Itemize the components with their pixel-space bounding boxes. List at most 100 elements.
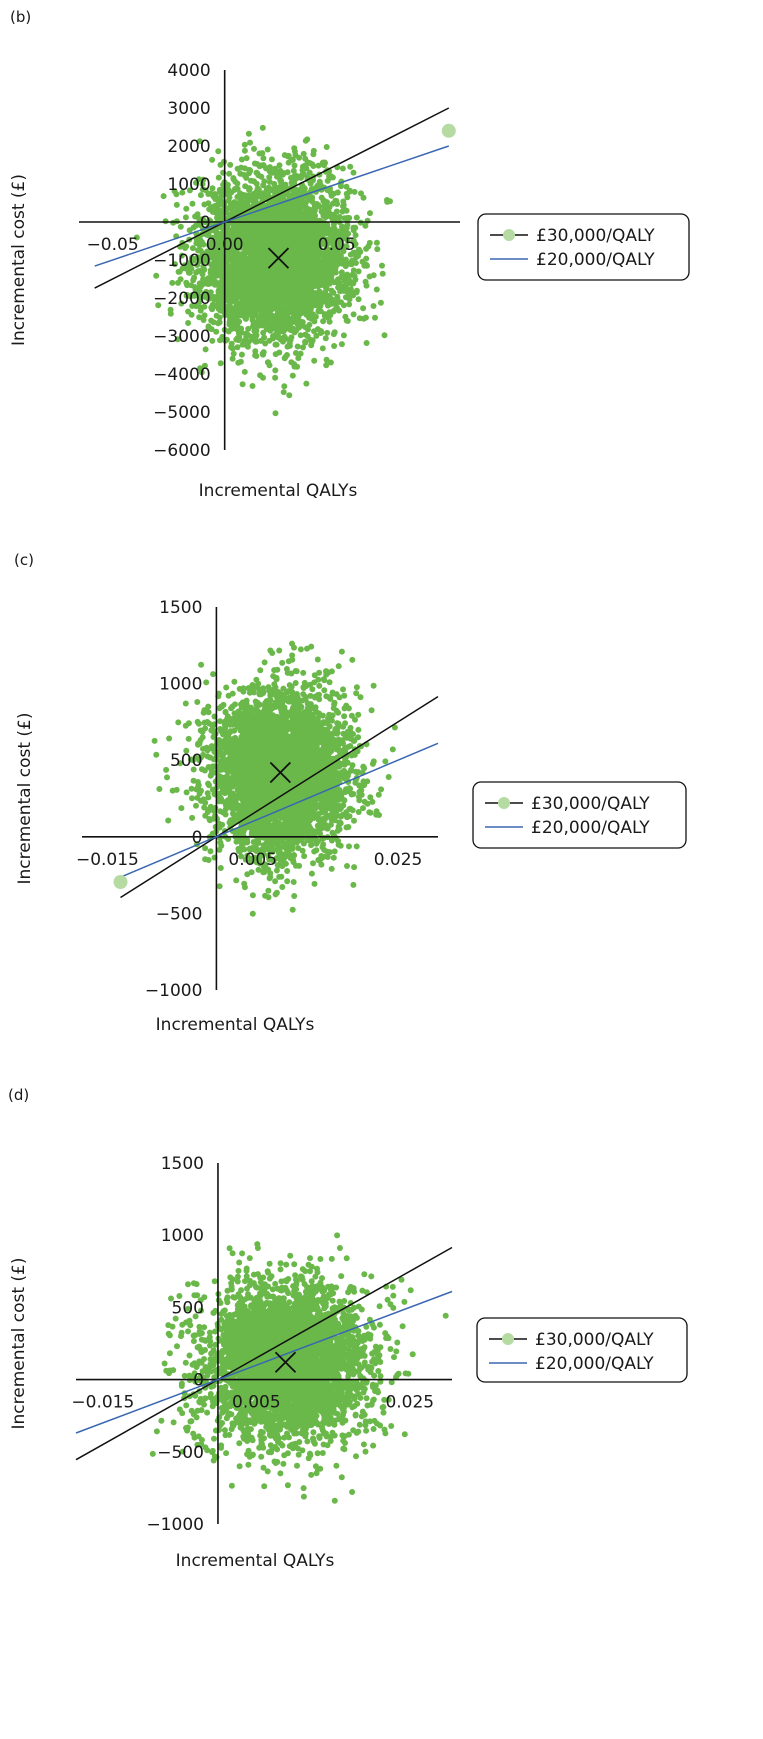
scatter-cloud xyxy=(133,124,393,417)
scatter-point xyxy=(303,233,310,240)
y-tick-label: −4000 xyxy=(153,365,211,385)
scatter-point xyxy=(278,236,284,243)
scatter-point xyxy=(356,315,363,322)
scatter-point xyxy=(281,152,288,159)
scatter-point xyxy=(256,150,263,157)
scatter-point xyxy=(194,262,201,268)
scatter-point xyxy=(307,290,314,296)
scatter-point xyxy=(286,342,293,349)
scatter-point xyxy=(279,182,285,189)
scatter-point xyxy=(183,789,190,796)
scatter-point xyxy=(324,279,331,285)
scatter-point xyxy=(217,360,224,367)
scatter-point xyxy=(315,202,322,209)
scatter-point xyxy=(367,210,373,217)
scatter-point xyxy=(281,333,288,340)
scatter-point xyxy=(198,369,205,376)
highlight-point xyxy=(441,123,456,138)
scatter-point xyxy=(328,272,335,279)
scatter-point xyxy=(311,357,318,364)
y-tick-label: 4000 xyxy=(167,61,210,81)
scatter-point xyxy=(330,307,337,314)
scatter-point xyxy=(325,227,332,234)
scatter-point xyxy=(296,236,303,242)
scatter-point xyxy=(284,212,290,219)
scatter-point xyxy=(235,337,242,344)
scatter-point xyxy=(233,316,240,322)
scatter-point xyxy=(296,250,303,257)
scatter-point xyxy=(247,254,254,261)
scatter-point xyxy=(291,162,298,169)
scatter-point xyxy=(296,154,303,161)
scatter-point xyxy=(256,271,263,278)
scatter-point xyxy=(231,271,238,277)
scatter-point xyxy=(297,332,304,339)
scatter-point xyxy=(197,282,204,289)
scatter-point xyxy=(269,169,276,176)
scatter-point xyxy=(293,227,300,234)
scatter-point xyxy=(328,261,335,268)
panel-label: (c) xyxy=(14,551,34,569)
scatter-point xyxy=(294,211,301,218)
scatter-point xyxy=(216,186,223,193)
scatter-point xyxy=(315,307,322,314)
scatter-point xyxy=(302,137,309,144)
scatter-point xyxy=(268,226,275,233)
y-tick-label: −1000 xyxy=(153,251,211,271)
scatter-point xyxy=(247,139,253,146)
scatter-point xyxy=(374,246,381,253)
scatter-point xyxy=(355,296,362,303)
scatter-point xyxy=(326,318,333,325)
scatter-point xyxy=(193,802,199,809)
scatter-point xyxy=(322,265,328,272)
scatter-point xyxy=(368,707,375,714)
scatter-point xyxy=(272,341,279,348)
scatter-point xyxy=(323,356,330,363)
scatter-point xyxy=(291,329,298,336)
scatter-point xyxy=(272,367,279,374)
scatter-point xyxy=(244,343,251,350)
scatter-point xyxy=(350,881,357,888)
scatter-point xyxy=(243,203,250,210)
scatter-point xyxy=(322,160,328,166)
panel-label: (b) xyxy=(10,8,31,26)
scatter-point xyxy=(265,359,272,366)
y-tick-label: 1000 xyxy=(167,175,210,195)
scatter-point xyxy=(249,227,256,234)
scatter-point xyxy=(255,315,262,322)
scatter-point xyxy=(315,162,322,169)
scatter-point xyxy=(335,282,342,288)
scatter-point xyxy=(320,318,327,325)
scatter-point xyxy=(300,279,307,286)
scatter-point xyxy=(250,178,257,185)
scatter-point xyxy=(225,191,231,198)
scatter-point xyxy=(255,237,262,244)
scatter-point xyxy=(342,207,348,213)
scatter-point xyxy=(362,314,369,321)
scatter-point xyxy=(311,241,318,248)
scatter-point xyxy=(217,337,223,344)
scatter-point xyxy=(360,194,367,201)
scatter-point xyxy=(174,336,181,343)
scatter-point xyxy=(191,274,198,281)
scatter-point xyxy=(286,223,293,230)
scatter-point xyxy=(207,205,214,212)
scatter-point xyxy=(245,306,252,313)
y-tick-label: 2000 xyxy=(167,137,210,157)
scatter-point xyxy=(260,182,267,189)
scatter-point xyxy=(258,225,265,232)
scatter-point xyxy=(286,392,293,399)
scatter-point xyxy=(324,329,331,336)
scatter-point xyxy=(239,381,246,388)
scatter-point xyxy=(288,296,295,302)
legend-label: £20,000/QALY xyxy=(536,250,655,270)
scatter-point xyxy=(314,283,321,290)
scatter-point xyxy=(363,340,370,346)
scatter-point xyxy=(366,239,373,246)
scatter-point xyxy=(300,344,306,351)
scatter-point xyxy=(313,332,320,339)
scatter-point xyxy=(164,774,170,781)
scatter-point xyxy=(277,263,284,270)
scatter-point xyxy=(350,311,357,318)
